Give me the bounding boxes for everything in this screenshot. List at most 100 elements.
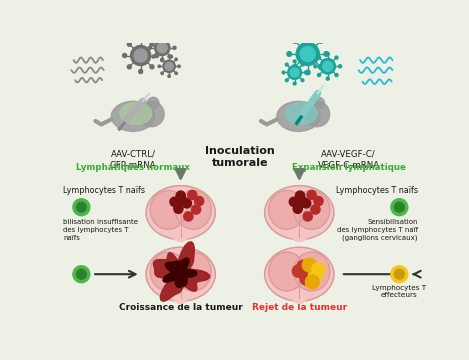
Ellipse shape [146,247,215,301]
Circle shape [161,58,163,60]
Ellipse shape [175,252,211,291]
Ellipse shape [173,226,189,242]
Circle shape [318,73,321,77]
Ellipse shape [269,190,305,229]
Text: Sensibilisation
des lymphocytes T naïf
(ganglions cervicaux): Sensibilisation des lymphocytes T naïf (… [337,219,418,241]
Text: Expansion lymphatique: Expansion lymphatique [292,163,406,172]
Circle shape [168,75,170,77]
Circle shape [73,266,90,283]
Circle shape [287,52,292,56]
Circle shape [147,97,159,109]
Circle shape [394,202,404,212]
Circle shape [158,65,160,68]
Circle shape [122,54,127,58]
Ellipse shape [265,186,334,239]
Circle shape [335,56,338,59]
Circle shape [161,34,164,37]
Ellipse shape [286,103,317,125]
Circle shape [298,197,308,206]
Text: Lymphocytes T naïfs: Lymphocytes T naïfs [336,186,418,195]
Ellipse shape [175,190,211,229]
Ellipse shape [265,247,334,301]
Circle shape [302,199,311,208]
Text: Lymphatiques normaux: Lymphatiques normaux [76,163,190,172]
Circle shape [76,202,86,212]
Circle shape [394,269,404,279]
Circle shape [127,65,131,69]
Circle shape [178,65,180,68]
Text: Lymphocytes T
effecteurs: Lymphocytes T effecteurs [372,285,426,298]
Circle shape [161,72,163,75]
Circle shape [282,71,285,74]
Ellipse shape [174,204,187,211]
Circle shape [318,65,323,69]
Circle shape [303,258,316,272]
Circle shape [131,45,151,66]
Circle shape [323,61,333,71]
Circle shape [195,197,204,206]
Circle shape [148,46,151,49]
Ellipse shape [269,252,305,291]
Circle shape [152,55,155,58]
Circle shape [165,62,173,70]
Circle shape [314,65,317,68]
Circle shape [161,59,164,62]
Circle shape [73,199,90,216]
Circle shape [391,266,408,283]
Text: AAV-CTRL/
GFP-mRNA: AAV-CTRL/ GFP-mRNA [110,149,156,170]
Circle shape [182,199,191,208]
Circle shape [286,79,288,82]
Circle shape [297,260,309,273]
Circle shape [169,55,173,58]
Circle shape [127,42,131,46]
Ellipse shape [292,226,307,242]
Circle shape [184,212,193,221]
Text: AAV-VEGF-C/
VEGF-C-mRNA: AAV-VEGF-C/ VEGF-C-mRNA [318,149,379,170]
Circle shape [150,65,154,69]
Circle shape [175,58,177,60]
Circle shape [318,39,323,43]
Ellipse shape [294,190,330,229]
Circle shape [76,269,86,279]
Circle shape [311,263,325,276]
Circle shape [191,205,201,214]
Text: Lymphocytes T naïfs: Lymphocytes T naïfs [63,186,145,195]
Circle shape [286,63,288,66]
Circle shape [163,60,175,72]
Circle shape [289,197,298,206]
Text: bilisation insuffisante
des lymphocytes T
naïfs: bilisation insuffisante des lymphocytes … [63,219,138,241]
Circle shape [150,42,154,46]
Circle shape [301,63,304,66]
Circle shape [169,37,173,41]
Circle shape [170,197,179,206]
Circle shape [314,197,323,206]
Circle shape [307,190,316,199]
Circle shape [305,33,310,38]
Circle shape [295,191,305,200]
Ellipse shape [174,266,187,272]
Circle shape [175,72,177,75]
Circle shape [152,37,155,41]
Circle shape [324,52,328,56]
Circle shape [290,68,299,77]
Ellipse shape [292,288,307,303]
Circle shape [391,199,408,216]
Circle shape [293,82,296,85]
Text: Rejet de la tumeur: Rejet de la tumeur [252,303,347,312]
Circle shape [339,65,341,68]
Circle shape [293,60,296,63]
Circle shape [292,265,305,277]
Circle shape [304,101,330,127]
Circle shape [296,42,319,66]
Circle shape [311,205,320,214]
Circle shape [305,70,310,75]
Circle shape [139,69,143,73]
Ellipse shape [146,186,215,239]
Circle shape [287,66,302,80]
Circle shape [301,79,304,82]
Polygon shape [153,242,210,301]
Text: Inoculation
tumorale: Inoculation tumorale [205,145,275,168]
Ellipse shape [277,101,320,131]
Circle shape [292,65,297,69]
Circle shape [188,190,197,199]
